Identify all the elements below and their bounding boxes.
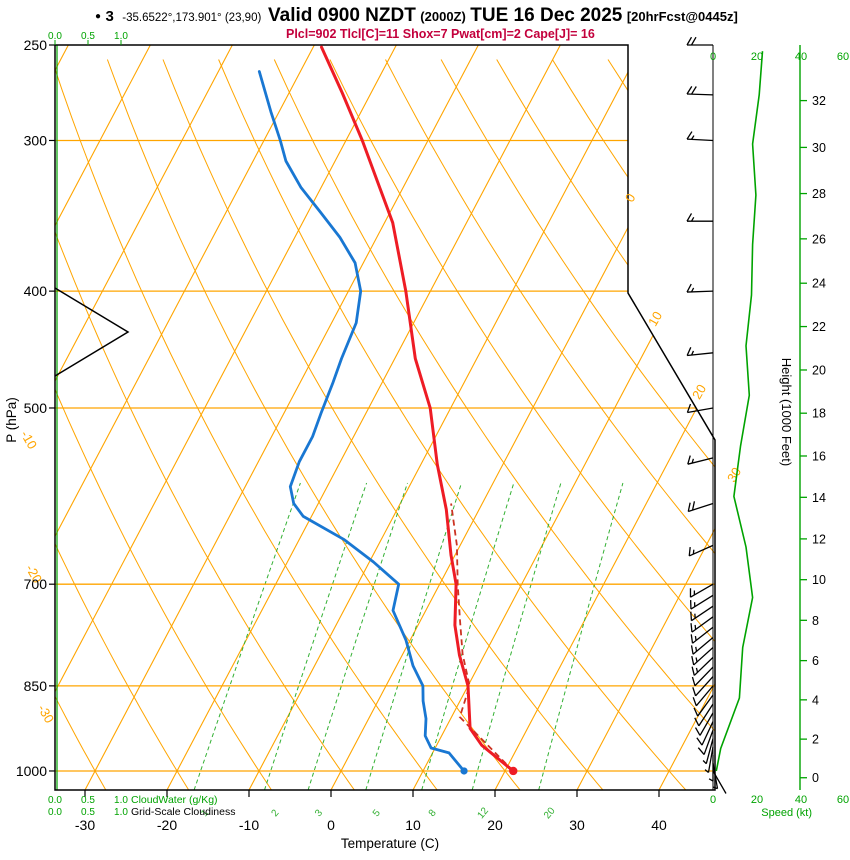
- svg-text:0.5: 0.5: [81, 807, 95, 818]
- svg-text:8: 8: [427, 807, 439, 819]
- svg-text:10: 10: [405, 817, 421, 833]
- svg-text:-10: -10: [239, 817, 259, 833]
- svg-text:4: 4: [812, 693, 819, 707]
- valid-time-utc: (2000Z): [420, 9, 466, 24]
- svg-text:0: 0: [710, 51, 716, 63]
- valid-time-title: Valid 0900 NZDT (2000Z) TUE 16 Dec 2025 …: [268, 5, 738, 27]
- left-marker: [54, 287, 130, 377]
- svg-text:32: 32: [812, 94, 826, 108]
- svg-text:0.5: 0.5: [81, 795, 95, 806]
- forecast-hour: [20hrFcst@0445z]: [626, 9, 738, 24]
- svg-text:60: 60: [837, 51, 849, 63]
- svg-text:1.0: 1.0: [114, 807, 128, 818]
- station-number: 3: [105, 8, 114, 25]
- svg-text:0: 0: [710, 794, 716, 806]
- svg-text:40: 40: [795, 794, 807, 806]
- svg-text:26: 26: [812, 232, 826, 246]
- isotherm-grid: [55, 45, 715, 790]
- svg-text:30: 30: [569, 817, 585, 833]
- parcel-curve: [450, 503, 514, 772]
- svg-text:22: 22: [812, 320, 826, 334]
- svg-text:Temperature (C): Temperature (C): [341, 836, 439, 851]
- svg-text:-20: -20: [157, 817, 177, 833]
- svg-text:30: 30: [812, 141, 826, 155]
- plot-frame: [54, 44, 716, 791]
- svg-text:250: 250: [24, 37, 48, 53]
- svg-text:0: 0: [622, 191, 639, 205]
- svg-text:12: 12: [812, 532, 826, 546]
- svg-text:16: 16: [812, 449, 826, 463]
- svg-text:3: 3: [313, 807, 325, 819]
- svg-text:1.0: 1.0: [114, 795, 128, 806]
- svg-text:20: 20: [751, 51, 763, 63]
- temperature-axis: -30 -20 -10 0 10 20 30 40 Temperature (C): [75, 790, 667, 851]
- surface-temp-dot: [509, 766, 518, 776]
- sounding-parameters: Plcl=902 Tlcl[C]=11 Shox=7 Pwat[cm]=2 Ca…: [286, 27, 595, 41]
- svg-text:0.0: 0.0: [48, 807, 62, 818]
- svg-text:30: 30: [724, 465, 744, 485]
- station-location: -35.6522°,173.901° (23,90): [122, 12, 262, 24]
- station-bullet-icon: ●: [95, 11, 102, 22]
- svg-text:300: 300: [24, 132, 48, 148]
- svg-text:500: 500: [24, 400, 48, 416]
- svg-text:28: 28: [812, 187, 826, 201]
- svg-text:40: 40: [651, 817, 667, 833]
- svg-text:60: 60: [837, 794, 849, 806]
- dry-adiabat-grid: [55, 59, 715, 790]
- valid-date: TUE 16 Dec 2025: [470, 5, 623, 26]
- svg-text:40: 40: [795, 51, 807, 63]
- pressure-gridlines: [55, 139, 715, 772]
- svg-text:CloudWater (g/Kg): CloudWater (g/Kg): [131, 794, 218, 806]
- svg-text:2: 2: [270, 807, 282, 819]
- svg-text:-30: -30: [75, 817, 95, 833]
- svg-text:1: 1: [199, 807, 211, 819]
- svg-text:Speed (kt): Speed (kt): [761, 807, 812, 819]
- svg-text:20: 20: [542, 805, 558, 821]
- dewpoint-curve: [257, 70, 466, 773]
- svg-text:0.0: 0.0: [48, 795, 62, 806]
- svg-text:850: 850: [24, 678, 48, 694]
- svg-text:0: 0: [327, 817, 335, 833]
- svg-text:-30: -30: [35, 702, 57, 726]
- pressure-axis: 250 300 400 500 700 850 1000 P (hPa): [4, 37, 55, 779]
- svg-text:20: 20: [812, 363, 826, 377]
- svg-text:10: 10: [645, 309, 665, 329]
- svg-text:20: 20: [751, 794, 763, 806]
- svg-text:18: 18: [812, 407, 826, 421]
- svg-text:-10: -10: [18, 428, 40, 452]
- svg-text:20: 20: [689, 382, 709, 402]
- svg-text:1.0: 1.0: [114, 31, 128, 42]
- svg-text:2: 2: [812, 733, 819, 747]
- svg-text:14: 14: [812, 491, 826, 505]
- temperature-curve: [320, 45, 515, 773]
- station-info: ● 3 -35.6522°,173.901° (23,90): [95, 8, 261, 26]
- svg-text:700: 700: [24, 576, 48, 592]
- svg-text:400: 400: [24, 283, 48, 299]
- svg-text:10: 10: [812, 573, 826, 587]
- valid-time-main: Valid 0900 NZDT: [268, 5, 416, 26]
- wind-barbs: [686, 36, 727, 794]
- svg-text:Grid-Scale Cloudiness: Grid-Scale Cloudiness: [131, 806, 235, 818]
- svg-text:5: 5: [371, 807, 383, 819]
- wind-speed-curve: [715, 51, 764, 772]
- svg-text:20: 20: [487, 817, 503, 833]
- svg-text:8: 8: [812, 614, 819, 628]
- svg-text:24: 24: [812, 277, 826, 291]
- svg-text:0.5: 0.5: [81, 31, 95, 42]
- svg-text:0: 0: [812, 771, 819, 785]
- svg-text:Height (1000 Feet): Height (1000 Feet): [779, 358, 794, 466]
- svg-text:P (hPa): P (hPa): [4, 397, 19, 443]
- surface-dew-dot: [460, 767, 468, 775]
- svg-text:6: 6: [812, 654, 819, 668]
- svg-text:1000: 1000: [16, 763, 47, 779]
- svg-text:0.0: 0.0: [48, 31, 62, 42]
